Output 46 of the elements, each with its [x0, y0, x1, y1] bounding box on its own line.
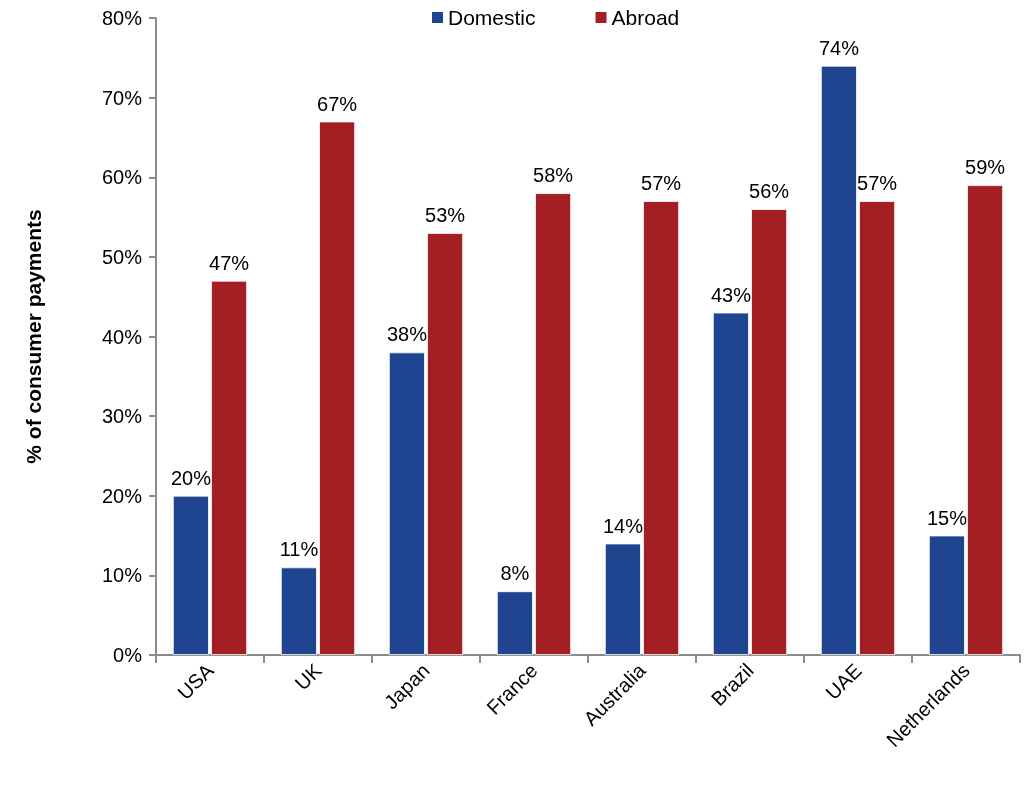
x-tick-label: UK: [290, 658, 327, 695]
data-label: 8%: [500, 562, 530, 585]
data-label: 14%: [602, 514, 644, 537]
bar: [967, 185, 1004, 655]
legend-label: Domestic: [448, 6, 536, 29]
y-tick-label: 30%: [101, 405, 143, 428]
bar: [388, 352, 425, 655]
data-label: 15%: [926, 506, 968, 529]
bar: [712, 312, 749, 655]
bar: [928, 535, 965, 655]
data-label: 20%: [170, 466, 212, 489]
bar: [604, 543, 641, 655]
data-label: 57%: [641, 172, 682, 195]
data-label: 59%: [965, 156, 1006, 179]
bar: [319, 121, 356, 655]
data-label: 38%: [386, 323, 428, 346]
y-tick-label: 80%: [101, 7, 143, 29]
data-label: 53%: [425, 203, 466, 226]
data-label: 56%: [749, 180, 790, 203]
data-label: 67%: [317, 92, 358, 115]
y-tick-label: 20%: [101, 484, 143, 507]
bar: [820, 65, 857, 655]
bar: [280, 567, 317, 655]
data-label: 57%: [857, 172, 898, 195]
y-tick-label: 70%: [101, 86, 143, 109]
bar: [211, 280, 248, 655]
data-label: 11%: [279, 538, 319, 561]
y-tick-label: 60%: [101, 166, 143, 189]
y-tick-label: 10%: [101, 564, 143, 587]
bar: [496, 591, 533, 655]
bar: [535, 193, 572, 655]
y-axis-title: % of consumer payments: [22, 209, 45, 464]
bar: [172, 495, 209, 655]
data-label: 47%: [209, 251, 250, 274]
legend-label: Abroad: [611, 6, 680, 29]
bar: [643, 201, 680, 655]
bar: [427, 232, 464, 655]
data-label: 43%: [710, 283, 752, 306]
y-tick-label: 50%: [101, 245, 143, 268]
y-tick-label: 0%: [113, 644, 143, 666]
bar: [859, 201, 896, 655]
bar: [751, 209, 788, 655]
data-label: 58%: [533, 164, 574, 187]
data-label: 74%: [818, 36, 860, 59]
x-tick-label: USA: [173, 658, 219, 704]
y-tick-label: 40%: [101, 325, 143, 348]
